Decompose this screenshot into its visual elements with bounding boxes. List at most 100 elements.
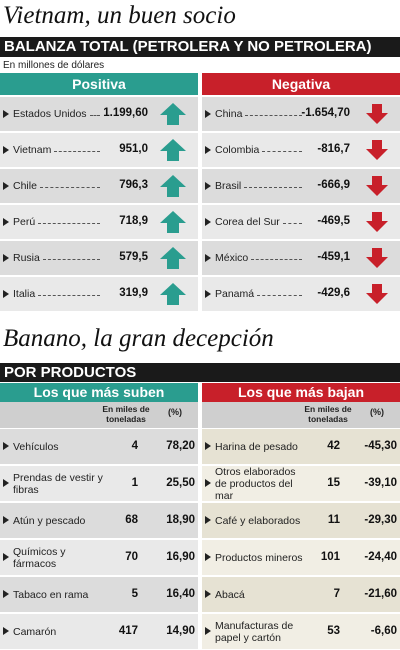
- value: 1.199,60: [103, 107, 148, 119]
- row-bg: [0, 429, 198, 464]
- percent: 16,40: [166, 588, 195, 600]
- percent: -24,40: [364, 551, 397, 563]
- bullet: [205, 479, 211, 487]
- leader: [54, 151, 100, 152]
- leader: [283, 223, 302, 224]
- group-header: Los que más suben: [0, 383, 198, 402]
- bullet: [205, 627, 211, 635]
- product: Prendas de vestir y fibras: [13, 472, 103, 496]
- value: 579,5: [119, 251, 148, 263]
- bullet-shape: [205, 479, 211, 487]
- row-bg: [0, 466, 198, 501]
- country: Brasil: [215, 180, 242, 192]
- section-bar: BALANZA TOTAL (PETROLERA Y NO PETROLERA): [0, 37, 400, 57]
- product: Otros elaborados de productos del mar: [215, 466, 296, 502]
- bullet: [3, 182, 9, 190]
- bullet-shape: [205, 254, 211, 262]
- tons: 4: [131, 440, 138, 452]
- product: Tabaco en rama: [13, 589, 89, 601]
- tons: 15: [327, 477, 340, 489]
- product: Camarón: [13, 626, 57, 638]
- bullet-shape: [205, 182, 211, 190]
- tons: 42: [327, 440, 340, 452]
- col-header: (%): [168, 407, 182, 417]
- arrow-up: [160, 283, 186, 305]
- bullet-shape: [205, 110, 211, 118]
- col-header: En miles de toneladas: [304, 404, 352, 424]
- value: 319,9: [119, 287, 148, 299]
- bullet: [3, 627, 9, 635]
- country: Panamá: [215, 288, 255, 300]
- bullet-shape: [3, 516, 9, 524]
- tons: 417: [118, 625, 138, 637]
- percent: 18,90: [166, 514, 195, 526]
- bullet-shape: [3, 182, 9, 190]
- subheader-bg: [0, 402, 198, 428]
- value: -459,1: [317, 251, 350, 263]
- bullet: [205, 218, 211, 226]
- arrow-down-shape: [366, 104, 388, 124]
- leader: [251, 259, 302, 260]
- leader: [40, 187, 100, 188]
- country: Rusia: [13, 252, 40, 264]
- country: México: [215, 252, 249, 264]
- bullet-shape: [3, 254, 9, 262]
- tons: 5: [131, 588, 138, 600]
- product: Abacá: [215, 589, 245, 601]
- bullet: [205, 110, 211, 118]
- bullet-shape: [205, 146, 211, 154]
- column-header: Positiva: [0, 73, 198, 95]
- arrow-down-shape: [366, 248, 388, 268]
- leader: [43, 259, 100, 260]
- arrow-up-shape: [160, 103, 186, 125]
- tons: 68: [125, 514, 138, 526]
- percent: -6,60: [370, 625, 397, 637]
- country: Perú: [13, 216, 36, 228]
- leader: [90, 115, 100, 116]
- title: Vietnam, un buen socio: [3, 2, 236, 29]
- leader: [262, 151, 302, 152]
- arrow-down: [366, 248, 388, 268]
- arrow-up: [160, 211, 186, 233]
- row-bg: [202, 503, 400, 538]
- country: China: [215, 108, 243, 120]
- bullet-shape: [3, 627, 9, 635]
- value: 951,0: [119, 143, 148, 155]
- arrow-up-shape: [160, 211, 186, 233]
- bullet: [205, 516, 211, 524]
- section-bar: POR PRODUCTOS: [0, 363, 400, 382]
- percent: 78,20: [166, 440, 195, 452]
- country: Estados Unidos: [13, 108, 87, 120]
- tons: 70: [125, 551, 138, 563]
- percent: 14,90: [166, 625, 195, 637]
- row-bg: [0, 577, 198, 612]
- arrow-down: [366, 104, 388, 124]
- bullet-shape: [205, 218, 211, 226]
- country: Corea del Sur: [215, 216, 280, 228]
- tons: 101: [320, 551, 340, 563]
- bullet: [205, 553, 211, 561]
- country: Italia: [13, 288, 36, 300]
- arrow-down-shape: [366, 212, 388, 232]
- bullet: [3, 590, 9, 598]
- bullet: [205, 146, 211, 154]
- bullet: [205, 254, 211, 262]
- group-header: Los que más bajan: [202, 383, 400, 402]
- tons: 7: [333, 588, 340, 600]
- row-bg: [202, 466, 400, 501]
- arrow-up: [160, 247, 186, 269]
- leader: [38, 223, 100, 224]
- product: Químicos y fármacos: [13, 546, 66, 570]
- row-bg: [0, 540, 198, 575]
- bullet: [3, 254, 9, 262]
- percent: -45,30: [364, 440, 397, 452]
- product: Atún y pescado: [13, 515, 86, 527]
- arrow-down-shape: [366, 140, 388, 160]
- bullet: [3, 290, 9, 298]
- arrow-up: [160, 139, 186, 161]
- arrow-down: [366, 284, 388, 304]
- percent: -29,30: [364, 514, 397, 526]
- value: -469,5: [317, 215, 350, 227]
- leader: [244, 187, 302, 188]
